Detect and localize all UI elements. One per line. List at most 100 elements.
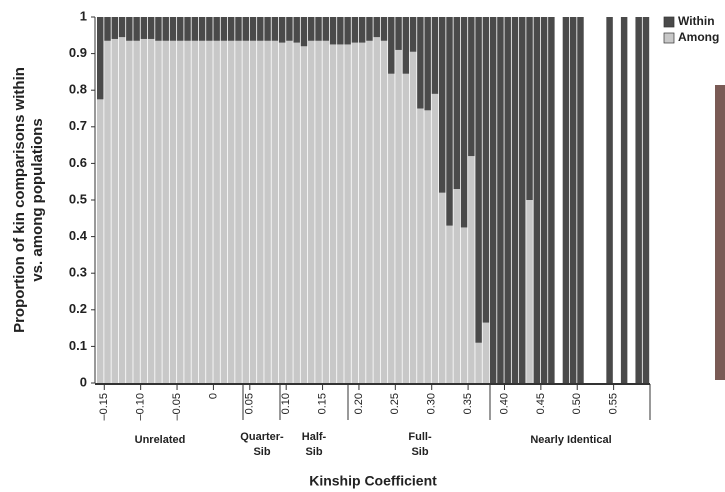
group-label: Quarter- [240,431,284,443]
bar-segment [235,17,242,41]
bar-segment [562,17,570,383]
x-tick-label: 0.50 [571,393,583,414]
bar-segment [213,40,220,383]
bar-segment [264,40,271,383]
bar-segment [271,40,279,383]
bar-segment [111,17,119,39]
bar-segment [147,38,155,384]
bar-segment [453,17,461,190]
bar-segment [366,40,373,383]
bar-segment [569,17,577,383]
x-tick-label: 0 [207,393,219,399]
bar-segment [519,17,526,383]
bar-segment [460,227,468,383]
bar-segment [322,40,330,383]
bar-segment [249,17,257,41]
bar-segment [322,17,330,41]
y-tick-label: 0.5 [69,191,87,206]
x-axis-label: Kinship Coefficient [309,473,437,489]
y-tick-label: 0.6 [69,155,87,170]
x-tick-label: –0.15 [98,393,110,421]
group-label: Half- [302,431,327,443]
x-tick-label: 0.25 [389,393,401,414]
bar-segment [417,17,424,109]
bar-segment [489,17,497,383]
bar-segment [249,40,257,383]
bar-segment [329,44,337,383]
x-tick-label: 0.15 [316,393,328,414]
y-tick-label: 0.1 [69,338,87,353]
bar-segment [97,99,104,383]
group-label: Sib [253,446,270,458]
bar-segment [351,42,359,384]
bar-segment [475,17,482,343]
bar-segment [431,17,439,94]
group-label: Full- [408,431,432,443]
bar-segment [373,37,380,383]
bar-segment [118,17,126,38]
bar-segment [533,17,541,383]
group-label: Unrelated [135,434,186,446]
x-tick-label: 0.40 [498,393,510,414]
bar-segment [286,17,293,41]
bar-segment [264,17,271,41]
y-tick-label: 0.7 [69,118,87,133]
bar-segment [169,17,177,41]
bar-segment [206,40,213,383]
bar-segment [358,42,366,384]
bar-segment [402,73,410,383]
bar-segment [118,37,126,383]
bar-segment [278,17,286,43]
bar-segment [111,38,119,384]
bar-segment [482,322,490,383]
bar-segment [140,17,148,39]
bar-segment [155,17,162,41]
bar-segment [635,17,642,383]
bar-segment [438,17,446,193]
bar-segment [409,17,417,52]
bar-segment [315,40,322,383]
x-tick-label: –0.10 [135,393,147,421]
bar-segment [155,40,162,383]
bar-segment [206,17,213,41]
bar-segment [351,17,359,43]
bar-segment [577,17,584,383]
bar-segment [395,17,402,50]
legend-swatch [663,16,675,28]
bar-segment [126,40,133,383]
y-tick-label: 0.2 [69,301,87,316]
x-tick-label: 0.45 [535,393,547,414]
bar-segment [104,40,111,383]
bar-segment [446,225,453,383]
y-tick-label: 0.9 [69,45,87,60]
y-tick-label: 0.8 [69,82,87,97]
y-axis-label: Proportion of kin comparisons within [11,67,28,333]
bar-segment [526,200,533,383]
bar-segment [540,17,548,383]
legend-label: Within [678,14,715,28]
bar-segment [184,40,191,383]
bar-segment [511,17,519,383]
bar-segment [388,17,395,74]
y-tick-label: 1 [80,8,87,23]
bar-segment [271,17,279,41]
bar-segment [220,17,228,41]
x-tick-label: 0.20 [353,393,365,414]
bar-segment [446,17,453,226]
bar-segment [162,40,169,383]
bar-segment [497,17,504,383]
y-tick-label: 0.4 [69,228,88,243]
bar-segment [133,40,140,383]
bar-segment [198,17,206,41]
bar-segment [460,17,468,228]
bar-segment [278,42,286,384]
bar-segment [380,40,388,383]
y-axis-label: vs. among populations [29,118,46,281]
bar-segment [308,17,315,41]
bar-segment [147,17,155,39]
bar-segment [300,46,308,383]
bar-segment [177,40,184,383]
bar-segment [431,93,439,384]
legend-label: Among [678,30,719,44]
bar-segment [424,17,431,111]
